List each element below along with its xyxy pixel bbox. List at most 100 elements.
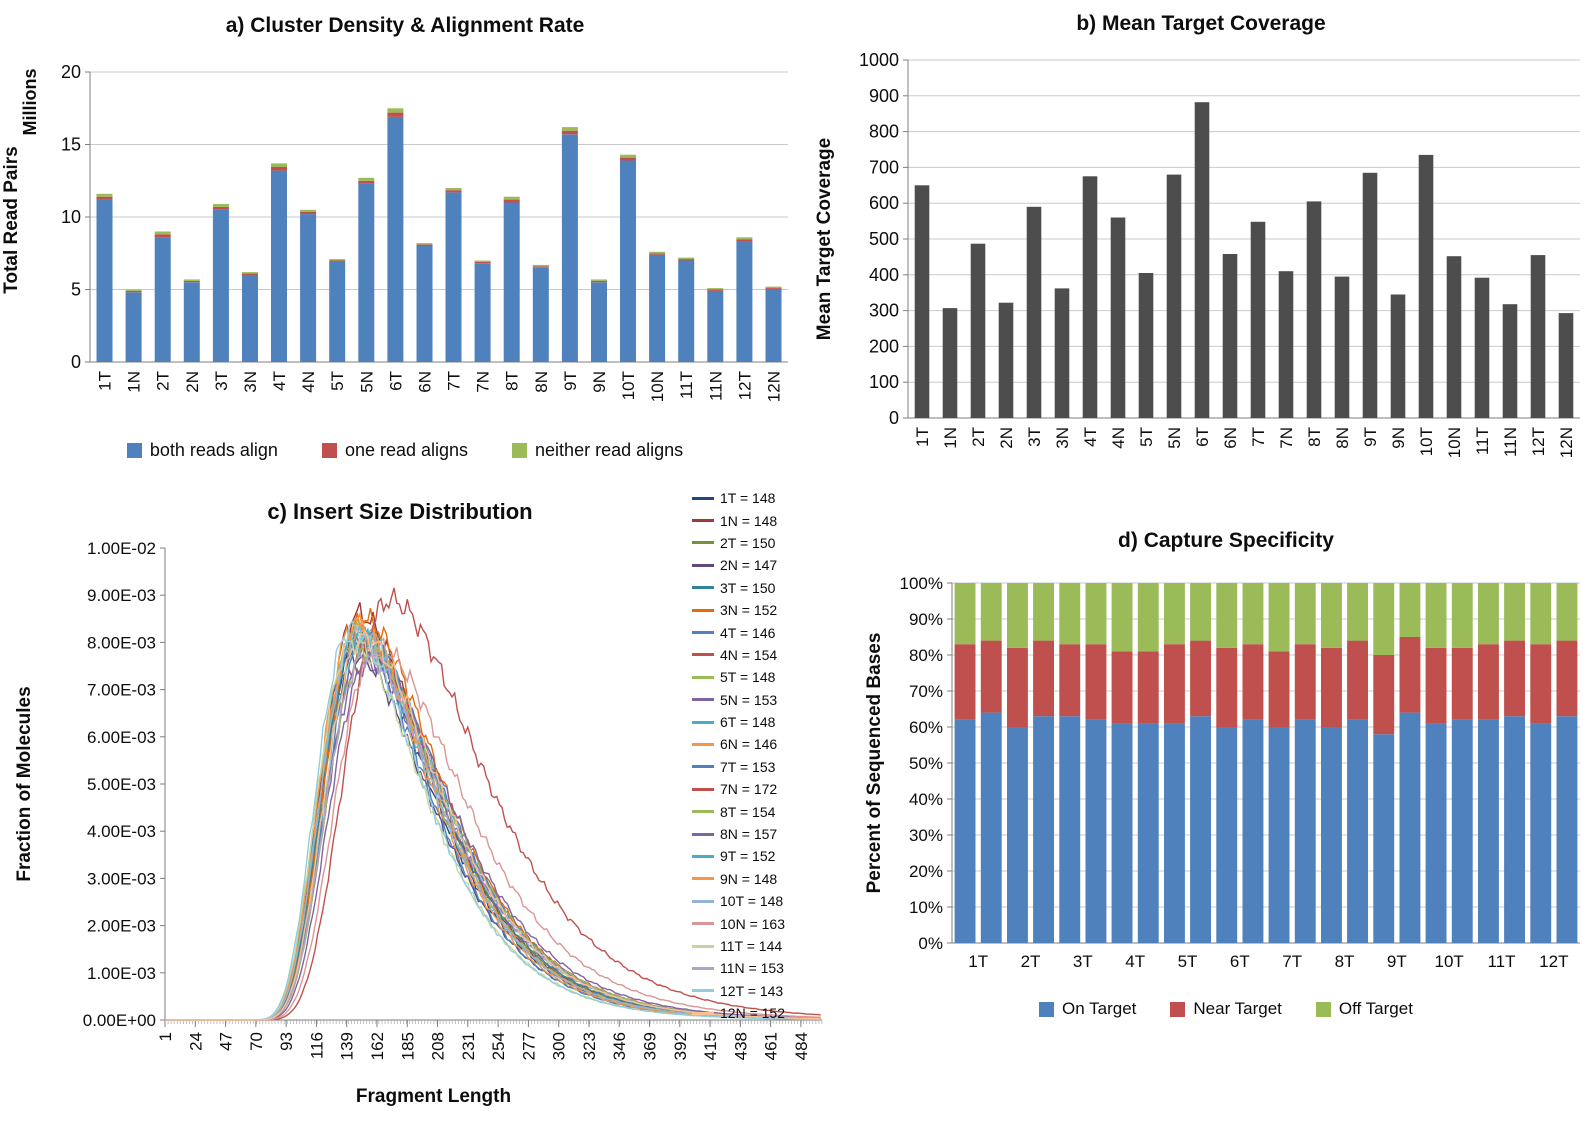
x-tick-label: 10T <box>1417 427 1436 456</box>
bar <box>1110 217 1126 418</box>
axis-comb-ticks <box>164 1020 823 1024</box>
bar-segment <box>212 204 229 207</box>
legend-label: 3T = 150 <box>720 579 776 596</box>
x-tick-label: 3T <box>1073 952 1093 971</box>
x-tick-label: 162 <box>368 1032 387 1060</box>
bar-segment <box>1085 583 1107 645</box>
tick-label: 70% <box>909 682 943 701</box>
legend-label: 7N = 172 <box>720 781 778 798</box>
bar <box>970 243 986 418</box>
legend-line-swatch <box>692 541 714 545</box>
x-tick-label: 10N <box>1445 427 1464 458</box>
legend-item-on-target: On Target <box>1039 999 1136 1019</box>
bar-segment <box>1556 640 1578 717</box>
x-tick-label: 3T <box>212 371 231 391</box>
bar-segment <box>474 261 491 264</box>
bar-segment <box>1190 583 1211 641</box>
x-tick-label: 369 <box>641 1032 660 1060</box>
legend-item-9n: 9N = 148 <box>692 868 785 890</box>
bar <box>1530 255 1546 418</box>
legend-label: Off Target <box>1338 999 1413 1018</box>
legend-line-swatch <box>692 742 714 746</box>
tick-label: 9.00E-03 <box>87 586 156 605</box>
bar-segment <box>1478 719 1499 943</box>
x-tick-label: 11N <box>1501 427 1520 457</box>
x-tick-label: 277 <box>519 1032 538 1060</box>
bar-segment <box>736 237 753 240</box>
tick-label: 100% <box>900 574 943 593</box>
tick-label: 30% <box>909 826 943 845</box>
x-tick-label: 5T <box>1137 427 1156 447</box>
legend-line-swatch <box>692 608 714 612</box>
panel-d-capture-specificity: d) Capture Specificity 0% 10% 20% 30% 40% 50%… <box>860 485 1592 1127</box>
bar-segment <box>300 209 317 212</box>
tick-label: 60% <box>909 718 943 737</box>
bar-segment <box>183 282 200 363</box>
series-lines <box>165 587 821 1021</box>
panel-c-legend: 1T = 148 1N = 148 2T = 150 2N = 147 3T = 150… <box>692 487 785 1024</box>
tick-label: 500 <box>869 229 899 249</box>
x-tick-label: 12T <box>1539 952 1568 971</box>
bar-segment <box>1216 583 1238 648</box>
bar-segment <box>358 177 375 181</box>
bar-segment <box>212 209 229 363</box>
legend-line-swatch <box>692 519 714 523</box>
legend-item-10n: 10N = 163 <box>692 912 785 934</box>
x-tick-label: 5N <box>357 371 376 393</box>
bar-segment <box>503 202 520 362</box>
legend-line-swatch <box>692 631 714 635</box>
bar <box>1334 276 1350 418</box>
bar-segment <box>1347 583 1368 641</box>
x-tick-label: 4N <box>299 371 318 393</box>
bar-segment <box>1294 719 1316 943</box>
cluster-density-chart: 0 5 10 15 20 1T 1N 2T 2N 3T 3N 4T 4N 5T 5N 6T 6N 7T 7N 8T 8N… <box>1 62 788 402</box>
bar-segment <box>1059 644 1081 717</box>
bar-segment <box>591 280 607 283</box>
x-tick-label: 9T <box>1387 952 1407 971</box>
legend-swatch <box>1315 1001 1331 1017</box>
legend-label: 11T = 144 <box>720 938 783 954</box>
bar-segment <box>1504 583 1525 641</box>
bar-segment <box>1164 644 1185 724</box>
bar-segment <box>154 231 171 235</box>
panel-a-legend: both reads align one read aligns neither r… <box>0 440 810 461</box>
bar-segment <box>1111 651 1133 724</box>
bar-segment <box>1373 734 1395 943</box>
bar-segment <box>561 134 578 362</box>
legend-line-swatch <box>692 496 714 500</box>
bar-segment <box>1085 719 1107 943</box>
tick-label: 0 <box>71 352 81 372</box>
x-tick-label: 70 <box>247 1032 266 1051</box>
legend-item-10t: 10T = 148 <box>692 890 785 912</box>
bar <box>1418 154 1434 418</box>
bar-segment <box>271 170 287 362</box>
bar-segment <box>1451 647 1473 720</box>
x-tick-label: 1T <box>968 952 988 971</box>
legend-label: 9T = 152 <box>720 848 776 865</box>
tick-label: 400 <box>869 265 899 285</box>
legend-label: 1N = 148 <box>720 512 778 529</box>
x-tick-label: 116 <box>307 1032 326 1059</box>
bar-segment <box>1137 723 1159 943</box>
x-tick-label: 1 <box>156 1032 175 1041</box>
legend-label: neither read aligns <box>535 440 684 460</box>
x-tick-label: 3N <box>241 371 260 393</box>
bar-segment <box>358 183 375 362</box>
bar-segment <box>329 260 346 262</box>
legend-label: 10T = 148 <box>720 893 784 910</box>
x-tick-label: 1T <box>96 371 115 391</box>
bar-segment <box>1268 583 1290 652</box>
bar <box>998 302 1014 418</box>
legend-line-swatch <box>692 854 714 858</box>
bar <box>1222 254 1238 418</box>
tick-label: 50% <box>909 754 943 773</box>
bar-segment <box>1399 637 1421 713</box>
bar-segment <box>1033 640 1054 717</box>
legend-line-swatch <box>692 899 714 903</box>
bar-segment <box>707 290 724 362</box>
x-tick-label: 1T <box>913 427 932 447</box>
legend-line-swatch <box>692 698 714 702</box>
x-tick-label: 4T <box>270 371 289 391</box>
legend-label: 7T = 153 <box>720 758 776 775</box>
